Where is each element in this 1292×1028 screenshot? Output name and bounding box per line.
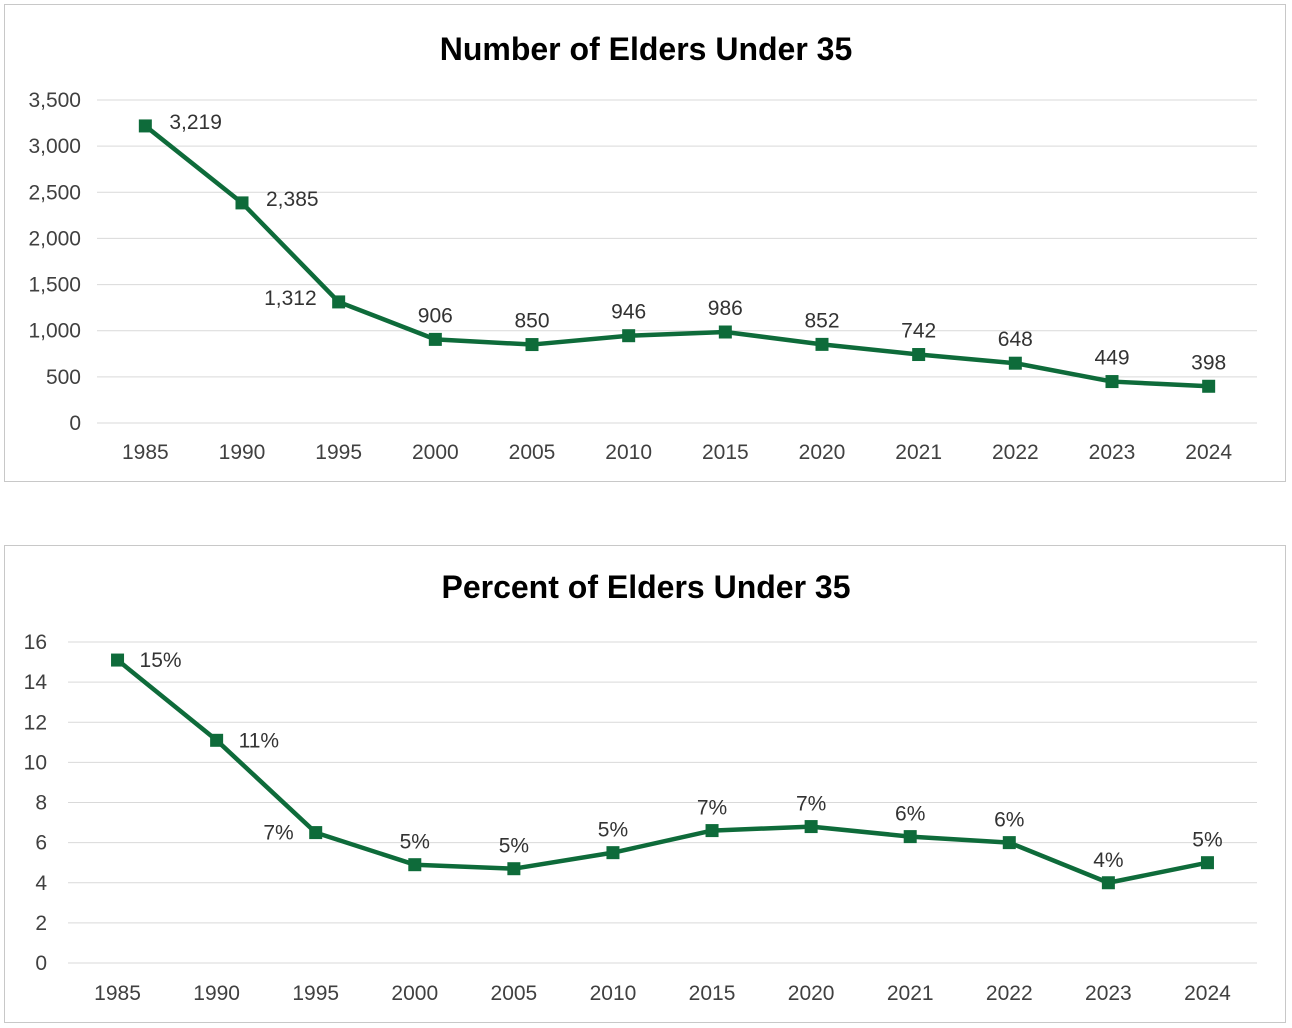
data-label: 850 [514, 310, 549, 333]
data-label: 5% [1192, 829, 1222, 852]
data-point [1002, 836, 1016, 850]
data-label: 852 [804, 309, 839, 332]
x-tick-label: 2022 [992, 441, 1039, 464]
chart-panel-elder-percent: Percent of Elders Under 35 0 2 4 6 8 10 12 14 16… [4, 545, 1286, 1023]
data-point [912, 348, 926, 362]
data-label: 15% [140, 649, 182, 672]
data-point [903, 830, 917, 844]
y-tick-label: 10 [24, 751, 47, 774]
y-tick-label: 500 [46, 366, 81, 389]
data-point [1105, 375, 1119, 389]
y-tick-label: 0 [35, 952, 47, 975]
data-label: 6% [895, 803, 925, 826]
x-tick-label: 2024 [1185, 441, 1232, 464]
data-label: 986 [708, 297, 743, 320]
data-label: 7% [796, 793, 826, 816]
chart-panel-elder-count: Number of Elders Under 35 0 500 1,000 1,500… [4, 4, 1286, 482]
y-tick-label: 0 [69, 412, 81, 435]
data-point [622, 329, 636, 343]
data-point [804, 820, 818, 834]
x-tick-label: 1995 [315, 441, 362, 464]
data-point [1200, 856, 1214, 870]
data-label: 5% [598, 819, 628, 842]
data-point [428, 332, 442, 346]
y-tick-label: 8 [35, 792, 47, 815]
y-tick-label: 1,500 [28, 274, 81, 297]
chart-elder-count: Number of Elders Under 35 0 500 1,000 1,500… [28, 31, 1257, 464]
y-tick-label: 16 [24, 631, 47, 654]
data-label: 7% [697, 797, 727, 820]
series-line [116, 658, 1208, 885]
x-tick-label: 2021 [895, 441, 942, 464]
y-tick-label: 3,500 [28, 89, 81, 112]
series-line [143, 124, 1209, 389]
data-label: 5% [400, 831, 430, 854]
data-label: 6% [994, 809, 1024, 832]
x-tick-label: 2023 [1089, 441, 1136, 464]
x-tick-label: 1985 [122, 441, 169, 464]
x-tick-label: 2015 [702, 441, 749, 464]
x-tick-label: 1990 [193, 982, 240, 1005]
x-tick-label: 2000 [391, 982, 438, 1005]
data-label: 946 [611, 301, 646, 324]
data-point [332, 295, 346, 309]
data-label: 648 [998, 328, 1033, 351]
chart-title: Number of Elders Under 35 [440, 31, 853, 67]
data-label: 742 [901, 320, 936, 343]
data-label: 3,219 [169, 111, 222, 134]
x-tick-label: 2020 [788, 982, 835, 1005]
x-tick-label: 2010 [590, 982, 637, 1005]
y-tick-label: 2,500 [28, 181, 81, 204]
x-tick-label: 1990 [219, 441, 266, 464]
data-label: 11% [239, 729, 279, 752]
data-label: 906 [418, 304, 453, 327]
data-point [1101, 876, 1115, 890]
chart-title: Percent of Elders Under 35 [441, 569, 850, 605]
y-tick-label: 3,000 [28, 135, 81, 158]
x-tick-label: 2020 [799, 441, 846, 464]
y-tick-label: 1,000 [28, 320, 81, 343]
x-tick-label: 2005 [491, 982, 538, 1005]
y-tick-label: 14 [24, 671, 48, 694]
data-label: 1,312 [264, 287, 317, 310]
data-label: 398 [1191, 351, 1226, 374]
data-point [507, 862, 521, 876]
data-point [718, 325, 732, 339]
y-tick-label: 6 [35, 832, 47, 855]
x-tick-label: 2024 [1184, 982, 1231, 1005]
data-point [815, 337, 829, 351]
data-point [705, 824, 719, 838]
data-point [309, 826, 323, 840]
y-tick-label: 4 [35, 872, 47, 895]
data-point [235, 196, 249, 210]
chart-elder-percent: Percent of Elders Under 35 0 2 4 6 8 10 12 14 16… [24, 569, 1257, 1005]
data-point [1202, 379, 1216, 393]
y-tick-label: 2,000 [28, 227, 81, 250]
x-tick-label: 2022 [986, 982, 1033, 1005]
y-tick-label: 12 [24, 711, 47, 734]
data-label: 2,385 [266, 188, 319, 211]
data-point [606, 846, 620, 860]
x-tick-label: 2005 [509, 441, 556, 464]
data-label: 7% [263, 822, 293, 845]
data-point [111, 653, 125, 667]
x-tick-label: 1995 [292, 982, 339, 1005]
data-label: 449 [1094, 347, 1129, 370]
x-tick-label: 2021 [887, 982, 934, 1005]
data-point [408, 858, 422, 872]
data-label: 5% [499, 835, 529, 858]
x-tick-label: 2015 [689, 982, 736, 1005]
x-tick-label: 1985 [94, 982, 141, 1005]
x-tick-label: 2010 [605, 441, 652, 464]
data-point [138, 119, 152, 133]
data-label: 4% [1093, 849, 1123, 872]
x-tick-label: 2023 [1085, 982, 1132, 1005]
data-point [1008, 356, 1022, 370]
data-point [210, 733, 224, 747]
x-tick-label: 2000 [412, 441, 459, 464]
data-point [525, 338, 539, 352]
y-tick-label: 2 [35, 912, 47, 935]
